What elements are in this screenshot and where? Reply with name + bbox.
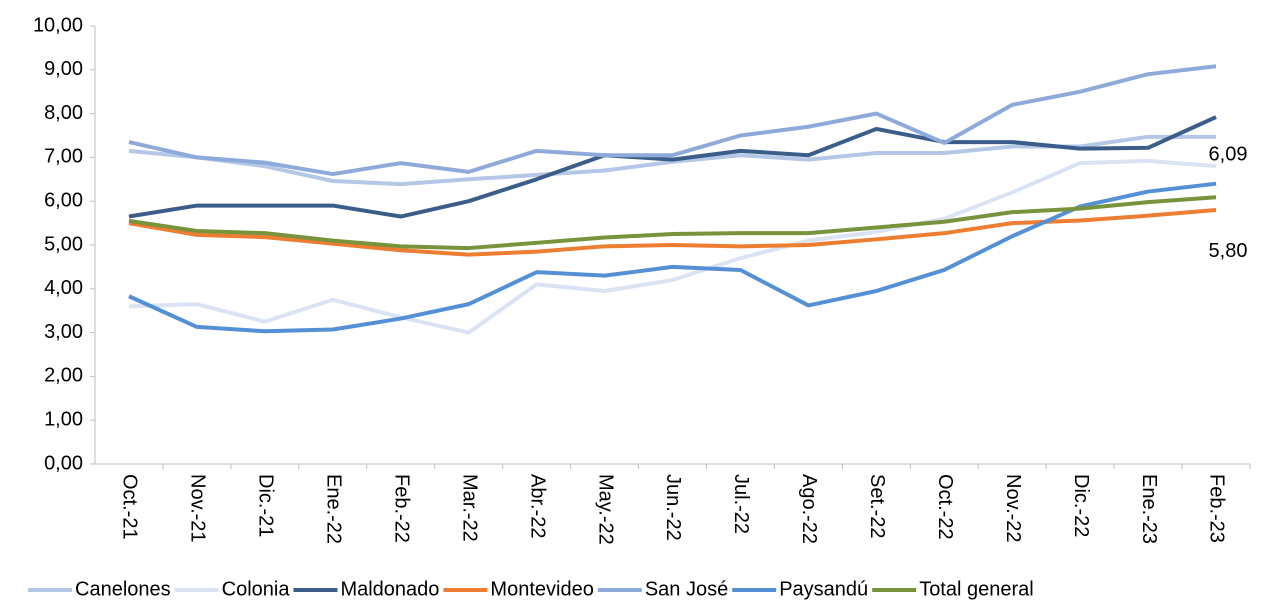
legend-label: Montevideo	[490, 578, 593, 600]
data-label: 5,80	[1209, 240, 1248, 262]
x-tick-label: Jun.-22	[662, 474, 684, 541]
y-tick-label: 5,00	[44, 233, 83, 255]
series-line	[128, 207, 1217, 257]
y-tick-label: 7,00	[44, 146, 83, 168]
y-tick-label: 3,00	[44, 321, 83, 343]
x-tick-label: May.-22	[594, 474, 616, 545]
x-tick-label: Nov.-21	[187, 474, 209, 543]
x-tick-label: Feb.-23	[1206, 474, 1228, 543]
y-tick-label: 0,00	[44, 452, 83, 474]
series-line	[128, 134, 1217, 187]
series-line	[128, 181, 1217, 334]
legend-label: San José	[645, 578, 728, 600]
data-label: 6,09	[1209, 144, 1248, 166]
x-tick-label: Oct.-21	[119, 474, 141, 540]
x-tick-label: Feb.-22	[390, 474, 412, 543]
x-tick-label: Set.-22	[866, 474, 888, 538]
x-tick-label: Mar.-22	[458, 474, 480, 542]
series-line	[128, 64, 1217, 177]
y-tick-label: 9,00	[44, 58, 83, 80]
legend-label: Total general	[919, 578, 1034, 600]
x-tick-label: Ene.-23	[1138, 474, 1160, 544]
x-tick-label: Oct.-22	[934, 474, 956, 540]
y-tick-label: 6,00	[44, 189, 83, 211]
series-line	[128, 158, 1217, 335]
legend-label: Canelones	[75, 578, 171, 600]
x-tick-label: Ene.-22	[323, 474, 345, 544]
x-tick-label: Ago.-22	[798, 474, 820, 544]
legend-label: Paysandú	[779, 578, 868, 600]
x-tick-label: Abr.-22	[526, 474, 548, 538]
x-tick-label: Nov.-22	[1002, 474, 1024, 543]
y-tick-label: 8,00	[44, 102, 83, 124]
legend-label: Maldonado	[340, 578, 439, 600]
x-tick-label: Dic.-21	[255, 474, 277, 537]
x-tick-label: Dic.-22	[1070, 474, 1092, 537]
series-line	[128, 115, 1217, 219]
y-tick-label: 10,00	[33, 14, 83, 36]
y-tick-label: 4,00	[44, 277, 83, 299]
series-line	[128, 195, 1217, 251]
y-tick-label: 2,00	[44, 365, 83, 387]
legend-label: Colonia	[222, 578, 291, 600]
x-tick-label: Jul.-22	[730, 474, 752, 534]
y-tick-label: 1,00	[44, 408, 83, 430]
